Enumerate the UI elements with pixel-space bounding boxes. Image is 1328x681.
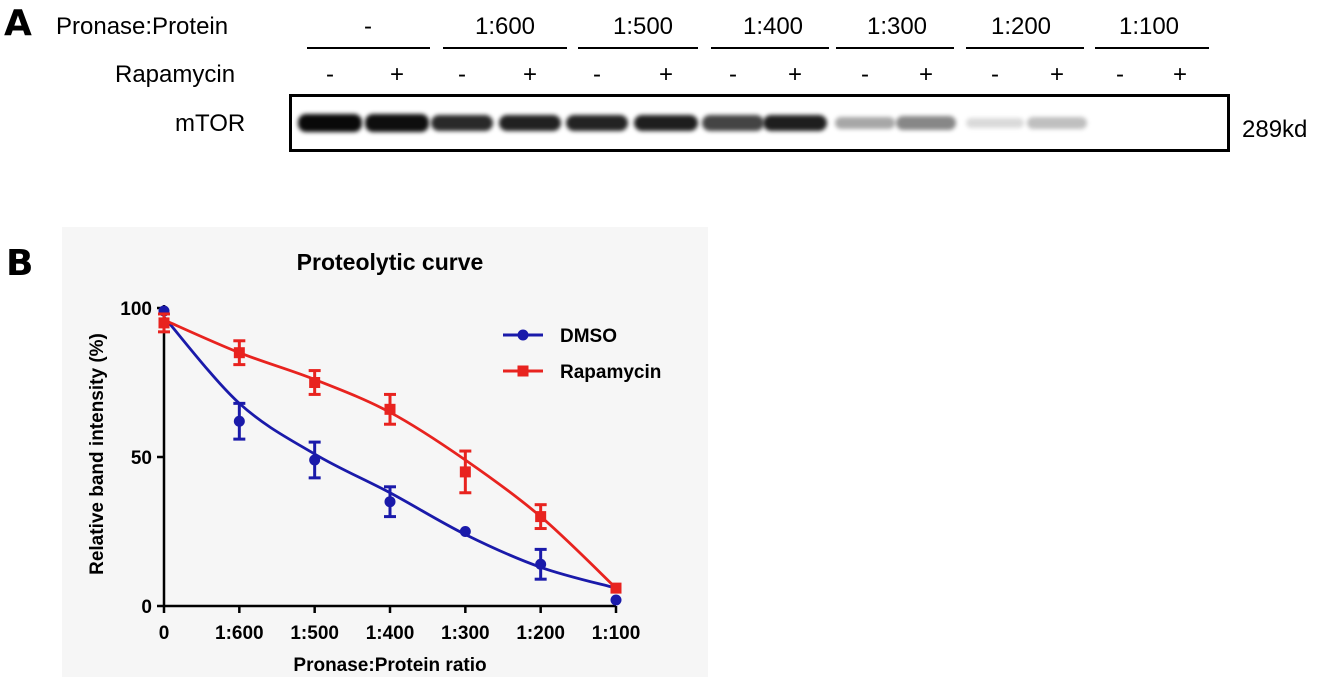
rapamycin-point bbox=[158, 317, 170, 329]
blot-band bbox=[835, 117, 895, 129]
ratio-group-label: 1:300 bbox=[866, 13, 928, 40]
lane-sign: + bbox=[1049, 61, 1065, 88]
dmso-point bbox=[610, 594, 622, 606]
ratio-group-label: 1:500 bbox=[612, 13, 674, 40]
rapamycin-fit-curve bbox=[163, 318, 617, 590]
blot-band bbox=[430, 114, 494, 132]
ratio-group-bar bbox=[578, 47, 698, 49]
dmso-point bbox=[535, 558, 547, 570]
drug-row-label: Rapamycin bbox=[115, 61, 236, 88]
lane-sign: + bbox=[918, 61, 934, 88]
blot-band bbox=[298, 114, 362, 132]
legend-label: DMSO bbox=[560, 326, 617, 347]
x-tick-label: 1:600 bbox=[215, 623, 264, 644]
lane-sign: - bbox=[458, 61, 466, 88]
lane-sign: - bbox=[861, 61, 869, 88]
rapamycin-point bbox=[233, 347, 245, 359]
blot-band bbox=[965, 117, 1025, 129]
molecular-weight-label: 289kd bbox=[1242, 116, 1308, 143]
lane-sign: - bbox=[991, 61, 999, 88]
rapamycin-point bbox=[610, 582, 622, 594]
rapamycin-point bbox=[309, 377, 321, 388]
legend-marker bbox=[517, 329, 529, 341]
dmso-point bbox=[309, 454, 321, 466]
ratio-group-bar bbox=[711, 47, 829, 49]
lane-sign: + bbox=[1172, 61, 1188, 88]
rapamycin-point bbox=[384, 403, 396, 415]
protein-label: mTOR bbox=[175, 110, 246, 137]
x-tick-label: 1:400 bbox=[366, 623, 415, 644]
y-tick-label: 0 bbox=[141, 597, 152, 618]
chart-background bbox=[62, 227, 708, 677]
blot-band bbox=[498, 114, 562, 132]
blot-band bbox=[634, 114, 698, 132]
y-tick-label: 100 bbox=[120, 299, 152, 320]
blot-band bbox=[763, 114, 827, 132]
blot-band bbox=[895, 116, 957, 130]
panel-b-letter: B bbox=[6, 243, 34, 284]
dmso-fit-curve bbox=[162, 316, 617, 590]
ratio-group-label: 1:400 bbox=[742, 13, 804, 40]
blot-band bbox=[565, 114, 629, 132]
dmso-point bbox=[233, 415, 245, 427]
lane-sign: - bbox=[593, 61, 601, 88]
x-tick-label: 1:500 bbox=[290, 623, 339, 644]
ratio-group-bar bbox=[307, 47, 430, 49]
ratio-row-label: Pronase:Protein bbox=[56, 13, 229, 40]
x-axis-label: Pronase:Protein ratio bbox=[293, 655, 486, 676]
ratio-group-label: - bbox=[364, 13, 372, 40]
lane-sign: - bbox=[729, 61, 737, 88]
legend-marker bbox=[517, 365, 529, 377]
lane-sign: - bbox=[326, 61, 334, 88]
x-tick-label: 1:100 bbox=[592, 623, 641, 644]
rapamycin-point bbox=[459, 466, 471, 478]
chart-title: Proteolytic curve bbox=[297, 249, 484, 275]
lane-sign: + bbox=[787, 61, 803, 88]
lane-sign: + bbox=[658, 61, 674, 88]
y-axis-label: Relative band intensity (%) bbox=[87, 333, 108, 575]
dmso-point bbox=[384, 496, 396, 508]
y-tick-label: 50 bbox=[131, 448, 152, 469]
ratio-group-label: 1:600 bbox=[474, 13, 536, 40]
ratio-group-bar bbox=[836, 47, 954, 49]
lane-sign: + bbox=[389, 61, 405, 88]
blot-band bbox=[365, 114, 429, 132]
blot-band bbox=[701, 115, 765, 131]
rapamycin-point bbox=[535, 511, 547, 523]
x-tick-label: 0 bbox=[159, 623, 170, 644]
dmso-point bbox=[459, 526, 471, 537]
ratio-group-bar bbox=[966, 47, 1084, 49]
panel-a-letter: A bbox=[4, 3, 32, 44]
ratio-group-label: 1:100 bbox=[1118, 13, 1180, 40]
western-blot bbox=[289, 94, 1230, 152]
ratio-group-bar bbox=[443, 47, 567, 49]
legend-label: Rapamycin bbox=[560, 362, 661, 383]
x-tick-label: 1:200 bbox=[516, 623, 565, 644]
lane-sign: + bbox=[522, 61, 538, 88]
blot-band bbox=[1027, 117, 1087, 129]
ratio-group-label: 1:200 bbox=[990, 13, 1052, 40]
lane-sign: - bbox=[1116, 61, 1124, 88]
x-tick-label: 1:300 bbox=[441, 623, 490, 644]
ratio-group-bar bbox=[1095, 47, 1209, 49]
